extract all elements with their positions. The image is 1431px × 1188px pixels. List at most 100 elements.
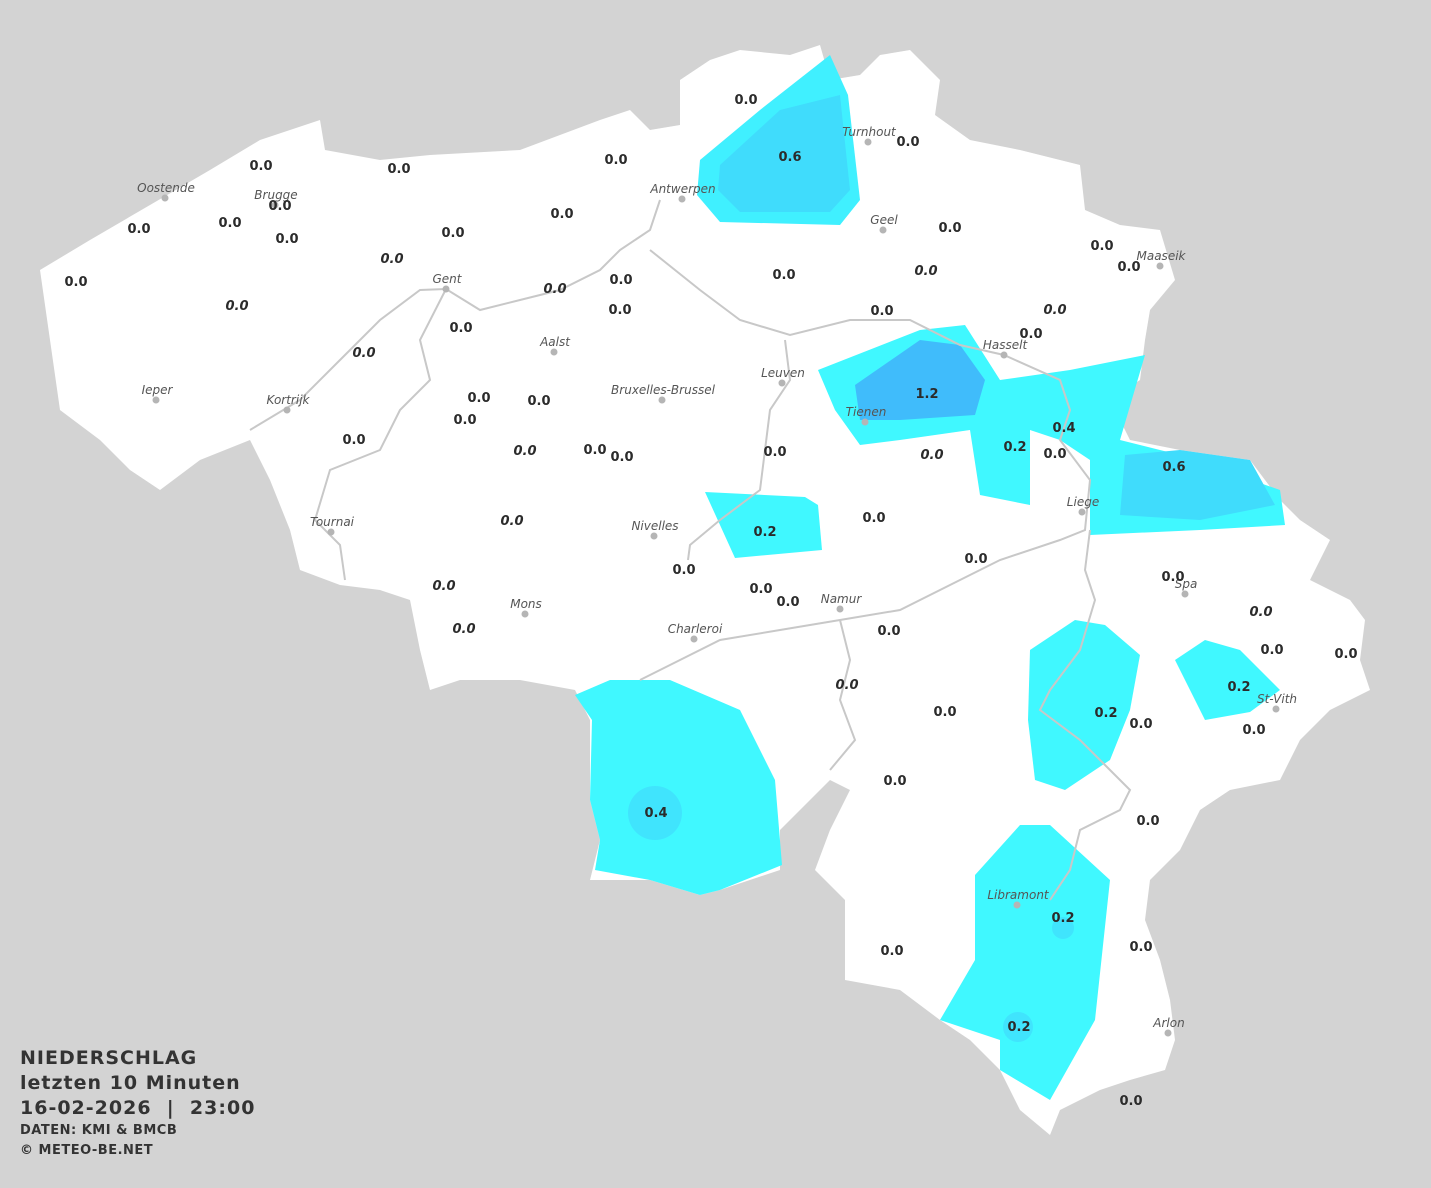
station-value: 0.0 [218,216,241,231]
rain-area-tienen-core [855,340,985,420]
station-value: 0.0 [1117,260,1140,275]
city-dot [521,610,529,618]
river-leie [313,288,447,581]
city-dot [658,396,666,404]
city-dot [650,532,658,540]
city-label: Arlon [1152,1016,1184,1030]
legend-copyright: © METEO-BE.NET [20,1143,154,1158]
station-value: 0.0 [1090,239,1113,254]
belgium-land [40,45,1370,1135]
city-label: Namur [821,592,863,606]
legend-title: NIEDERSCHLAG [20,1047,198,1069]
station-value: 0.0 [513,444,536,459]
city-dot [1000,351,1008,359]
station-value: 0.0 [449,321,472,336]
city-dot [442,285,450,293]
station-value: 0.0 [877,624,900,639]
rain-area-south-core [1003,1012,1033,1042]
station-value: 0.0 [127,222,150,237]
city-dot [690,635,698,643]
city-dot [152,396,160,404]
station-value: 0.0 [763,445,786,460]
rain-area-stvith [1175,640,1280,720]
rain-area-chimay [575,680,782,895]
rain-area-libramont-core [1052,917,1074,939]
station-value: 0.0 [1019,327,1042,342]
legend-period: letzten 10 Minuten [20,1072,241,1094]
station-value: 0.0 [734,93,757,108]
city-label: St-Vith [1257,692,1297,706]
city-dot [836,605,844,613]
city-label: Bruxelles-Brussel [611,383,716,397]
station-value: 0.0 [268,199,291,214]
station-value: 0.0 [896,135,919,150]
city-label: Hasselt [983,338,1029,352]
station-value: 0.0 [1129,940,1152,955]
station-value: 0.0 [609,273,632,288]
city-dot [678,195,686,203]
river-maas [1038,529,1132,901]
city-label: Geel [870,213,898,227]
station-value: 0.0 [441,226,464,241]
station-value: 0.0 [387,162,410,177]
station-value: 0.0 [1043,447,1066,462]
station-value: 0.0 [500,514,523,529]
city-label: Charleroi [668,622,723,636]
station-value: 0.0 [938,221,961,236]
city-label: Maaseik [1137,249,1187,263]
station-value: 0.0 [914,264,937,279]
river-ourthe [829,619,857,771]
city-label: Nivelles [631,519,678,533]
station-value: 0.0 [776,595,799,610]
station-value: 0.4 [1052,421,1075,436]
station-value: 0.2 [1227,680,1250,695]
station-value: 0.0 [380,252,403,267]
station-value: 0.0 [550,207,573,222]
station-value: 0.0 [275,232,298,247]
station-value: 0.0 [870,304,893,319]
rain-area-libramont [940,825,1110,1100]
city-dot [864,138,872,146]
city-dot [778,379,786,387]
city-label: Liege [1067,495,1099,509]
station-value: 0.0 [352,346,375,361]
rain-area-ardennes-north [1028,620,1140,790]
city-dot [1078,508,1086,516]
station-value: 0.0 [862,511,885,526]
station-value: 0.0 [1249,605,1272,620]
city-label: Spa [1175,577,1198,591]
city-markers: Oostende Brugge Antwerpen Turnhout Geel Maase… [137,125,1297,1037]
city-label: Mons [510,597,542,611]
station-value: 0.0 [610,450,633,465]
city-label: Tienen [846,405,887,419]
station-value: 0.0 [342,433,365,448]
station-value: 0.0 [453,413,476,428]
rain-area-chimay-core [628,786,682,840]
station-value: 0.6 [1162,460,1185,475]
city-label: Aalst [539,335,571,349]
station-value: 0.0 [543,282,566,297]
station-value: 0.0 [225,299,248,314]
station-value: 0.6 [778,150,801,165]
station-value: 1.2 [915,387,938,402]
rivers-borders [249,199,1132,901]
station-value: 0.0 [467,391,490,406]
station-value: 0.0 [608,303,631,318]
station-value: 0.0 [1129,717,1152,732]
city-label: Oostende [137,181,195,195]
station-value: 0.0 [964,552,987,567]
station-value: 0.0 [1119,1094,1142,1109]
station-value: 0.0 [933,705,956,720]
city-dot [861,418,869,426]
city-label: Leuven [761,366,805,380]
city-label: Antwerpen [649,182,715,196]
city-dot [327,528,335,536]
station-value: 0.0 [749,582,772,597]
station-value: 0.0 [772,268,795,283]
legend-datetime: 16-02-2026 | 23:00 [20,1097,256,1119]
map-legend: NIEDERSCHLAG letzten 10 Minuten 16-02-20… [20,1046,255,1161]
station-values: 0.0 0.6 0.0 0.0 0.0 0.0 0.0 0.0 0.0 0.0 0.0 0.0 0.0 0… [64,93,1357,1109]
river-dijle [639,249,1092,681]
station-value: 0.0 [583,443,606,458]
station-value: 0.2 [1007,1020,1030,1035]
